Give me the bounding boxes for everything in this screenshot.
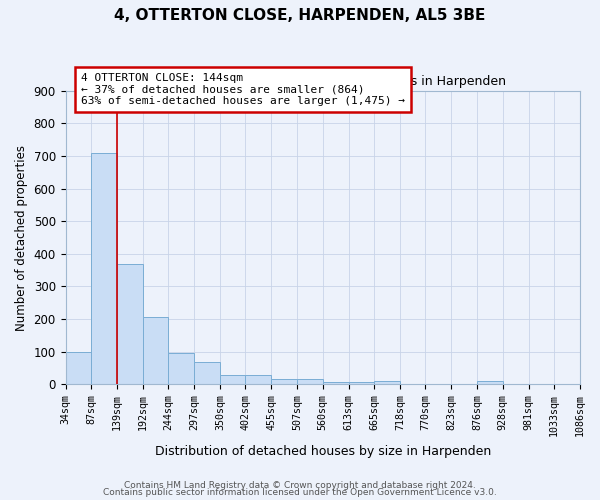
Bar (478, 381, 503, 384)
Bar (117, 264, 143, 384)
Bar (194, 362, 220, 384)
Bar (65, 352, 91, 384)
Bar (220, 374, 245, 384)
Bar (323, 382, 349, 384)
Bar (349, 382, 374, 384)
Text: Contains public sector information licensed under the Open Government Licence v3: Contains public sector information licen… (103, 488, 497, 497)
Bar (374, 381, 400, 384)
Text: 4, OTTERTON CLOSE, HARPENDEN, AL5 3BE: 4, OTTERTON CLOSE, HARPENDEN, AL5 3BE (115, 8, 485, 22)
Title: Size of property relative to detached houses in Harpenden: Size of property relative to detached ho… (139, 75, 506, 88)
Bar (245, 374, 271, 384)
Text: Contains HM Land Registry data © Crown copyright and database right 2024.: Contains HM Land Registry data © Crown c… (124, 480, 476, 490)
Text: 4 OTTERTON CLOSE: 144sqm
← 37% of detached houses are smaller (864)
63% of semi-: 4 OTTERTON CLOSE: 144sqm ← 37% of detach… (81, 73, 405, 106)
Bar (271, 379, 297, 384)
Y-axis label: Number of detached properties: Number of detached properties (15, 144, 28, 330)
Bar (143, 317, 168, 384)
Bar (168, 354, 194, 384)
Bar (297, 379, 323, 384)
Bar (91, 152, 117, 384)
X-axis label: Distribution of detached houses by size in Harpenden: Distribution of detached houses by size … (155, 444, 491, 458)
